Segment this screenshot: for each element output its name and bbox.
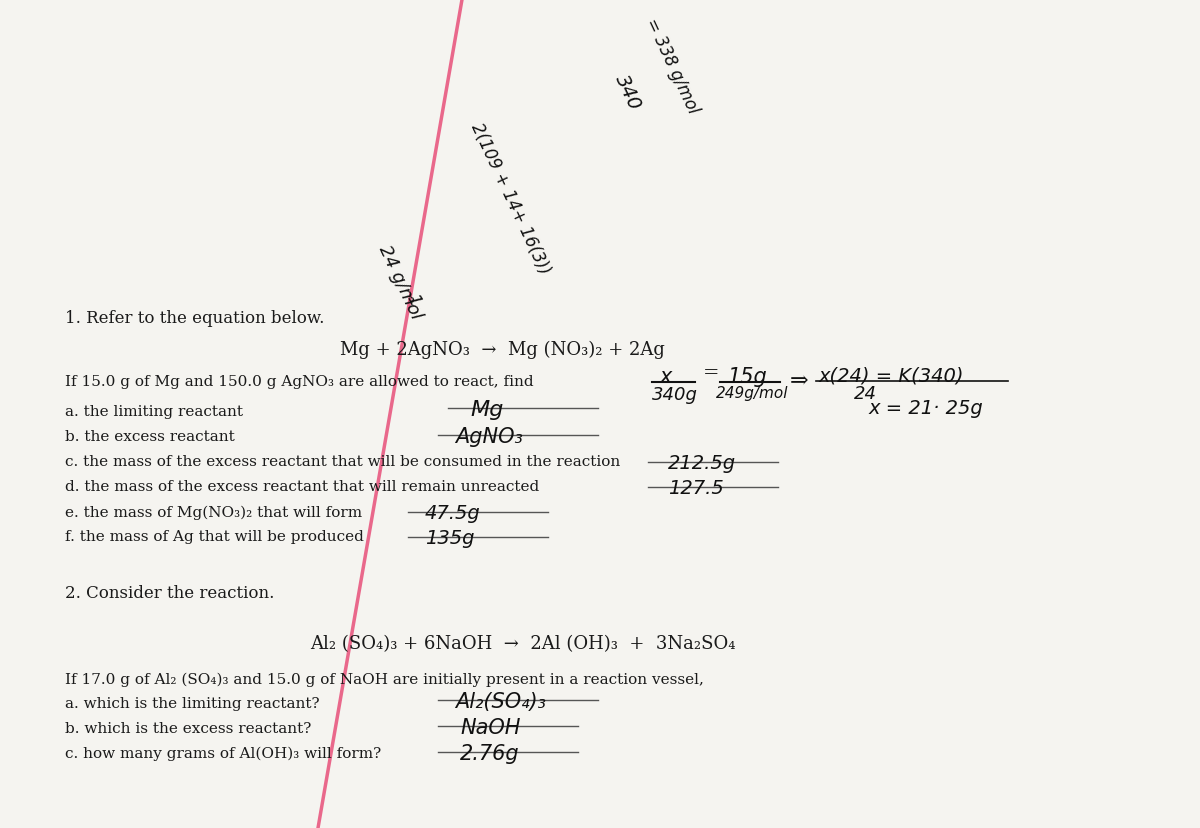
- Text: 24: 24: [854, 385, 877, 403]
- Text: 1. Refer to the equation below.: 1. Refer to the equation below.: [65, 310, 324, 327]
- Text: 212.5g: 212.5g: [668, 454, 736, 473]
- Text: 2(109 + 14+ 16(3)): 2(109 + 14+ 16(3)): [467, 120, 553, 277]
- Text: Mg + 2AgNO₃  →  Mg (NO₃)₂ + 2Ag: Mg + 2AgNO₃ → Mg (NO₃)₂ + 2Ag: [340, 340, 665, 359]
- Text: x = 21· 25g: x = 21· 25g: [868, 399, 983, 418]
- Text: c. the mass of the excess reactant that will be consumed in the reaction: c. the mass of the excess reactant that …: [65, 455, 620, 469]
- Text: If 17.0 g of Al₂ (SO₄)₃ and 15.0 g of NaOH are initially present in a reaction v: If 17.0 g of Al₂ (SO₄)₃ and 15.0 g of Na…: [65, 672, 704, 686]
- Text: d. the mass of the excess reactant that will remain unreacted: d. the mass of the excess reactant that …: [65, 479, 539, 493]
- Text: = 338 g/mol: = 338 g/mol: [642, 15, 702, 116]
- Text: c. how many grams of Al(OH)₃ will form?: c. how many grams of Al(OH)₃ will form?: [65, 746, 382, 761]
- Text: 24 g/mol: 24 g/mol: [374, 242, 425, 322]
- Text: 2.76g: 2.76g: [460, 744, 520, 763]
- Text: a. which is the limiting reactant?: a. which is the limiting reactant?: [65, 696, 319, 710]
- Text: If 15.0 g of Mg and 150.0 g AgNO₃ are allowed to react, find: If 15.0 g of Mg and 150.0 g AgNO₃ are al…: [65, 375, 534, 389]
- Text: 249g/mol: 249g/mol: [716, 386, 788, 401]
- Text: 135g: 135g: [425, 528, 474, 547]
- Text: 127.5: 127.5: [668, 479, 724, 498]
- Text: x: x: [660, 367, 672, 387]
- Text: Al₂(SO₄)₃: Al₂(SO₄)₃: [455, 691, 546, 711]
- Text: b. the excess reactant: b. the excess reactant: [65, 430, 235, 444]
- Text: f. the mass of Ag that will be produced: f. the mass of Ag that will be produced: [65, 530, 364, 543]
- Text: Mg: Mg: [470, 400, 503, 420]
- Text: b. which is the excess reactant?: b. which is the excess reactant?: [65, 721, 311, 735]
- Text: e. the mass of Mg(NO₃)₂ that will form: e. the mass of Mg(NO₃)₂ that will form: [65, 504, 362, 519]
- Text: NaOH: NaOH: [460, 717, 521, 737]
- Text: Al₂ (SO₄)₃ + 6NaOH  →  2Al (OH)₃  +  3Na₂SO₄: Al₂ (SO₄)₃ + 6NaOH → 2Al (OH)₃ + 3Na₂SO₄: [310, 634, 736, 652]
- Text: a. the limiting reactant: a. the limiting reactant: [65, 405, 242, 419]
- Text: ⇒: ⇒: [790, 370, 809, 392]
- Text: 340g: 340g: [652, 386, 698, 404]
- Text: 340: 340: [612, 71, 644, 113]
- Text: 1: 1: [402, 291, 424, 309]
- Text: 15g: 15g: [728, 367, 768, 387]
- Text: 2. Consider the reaction.: 2. Consider the reaction.: [65, 585, 275, 601]
- Text: AgNO₃: AgNO₃: [455, 426, 523, 447]
- Text: x(24) = K(340): x(24) = K(340): [818, 366, 964, 385]
- Text: =: =: [703, 363, 720, 382]
- Text: 47.5g: 47.5g: [425, 503, 481, 522]
